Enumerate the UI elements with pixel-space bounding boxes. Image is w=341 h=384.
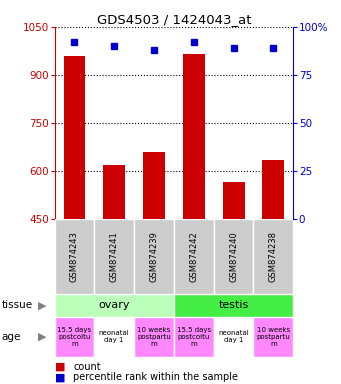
Text: age: age — [2, 332, 21, 342]
Text: GSM874240: GSM874240 — [229, 231, 238, 282]
Bar — [134, 219, 174, 294]
Text: GSM874243: GSM874243 — [70, 231, 79, 282]
Bar — [143, 152, 165, 219]
Text: ■: ■ — [55, 361, 65, 372]
Text: ovary: ovary — [99, 300, 130, 310]
Bar — [63, 56, 85, 219]
Bar — [174, 317, 214, 357]
Bar — [94, 317, 134, 357]
Text: GSM874242: GSM874242 — [189, 231, 198, 282]
Text: GSM874241: GSM874241 — [110, 231, 119, 282]
Bar — [214, 219, 253, 294]
Text: testis: testis — [219, 300, 249, 310]
Text: 10 weeks
postpartu
m: 10 weeks postpartu m — [137, 327, 171, 347]
Text: tissue: tissue — [2, 300, 33, 310]
Bar — [55, 317, 94, 357]
Bar — [253, 317, 293, 357]
Text: count: count — [73, 361, 101, 372]
Bar — [263, 160, 284, 219]
Bar — [134, 317, 174, 357]
Bar — [223, 182, 244, 219]
Text: ▶: ▶ — [39, 300, 47, 310]
Text: 15.5 days
postcoitu
m: 15.5 days postcoitu m — [177, 327, 211, 347]
Text: percentile rank within the sample: percentile rank within the sample — [73, 372, 238, 382]
Text: ▶: ▶ — [39, 332, 47, 342]
Text: ■: ■ — [55, 372, 65, 382]
Text: GSM874239: GSM874239 — [149, 231, 159, 282]
Bar — [55, 219, 94, 294]
Text: 15.5 days
postcoitu
m: 15.5 days postcoitu m — [57, 327, 91, 347]
Bar — [214, 317, 253, 357]
Text: GSM874238: GSM874238 — [269, 231, 278, 282]
Bar — [174, 219, 214, 294]
Bar — [253, 219, 293, 294]
Text: neonatal
day 1: neonatal day 1 — [218, 331, 249, 343]
Text: 10 weeks
postpartu
m: 10 weeks postpartu m — [256, 327, 290, 347]
Bar — [94, 219, 134, 294]
Title: GDS4503 / 1424043_at: GDS4503 / 1424043_at — [97, 13, 251, 26]
Bar — [183, 54, 205, 219]
Bar — [174, 294, 293, 317]
Bar — [55, 294, 174, 317]
Text: neonatal
day 1: neonatal day 1 — [99, 331, 130, 343]
Bar — [103, 165, 125, 219]
